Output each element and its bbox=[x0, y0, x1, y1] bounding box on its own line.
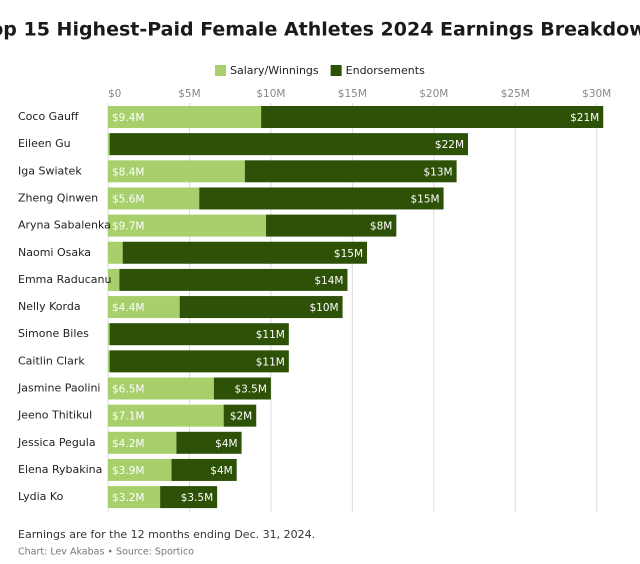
bar-segment bbox=[109, 350, 289, 373]
bar-segment bbox=[266, 214, 397, 237]
bar-segment bbox=[213, 377, 271, 400]
bar-segment bbox=[108, 296, 180, 319]
bar-segment bbox=[108, 458, 172, 481]
data-label: $5.6M bbox=[112, 193, 144, 205]
bar-segment bbox=[108, 133, 110, 156]
bar-segment bbox=[108, 431, 177, 454]
note: Earnings are for the 12 months ending De… bbox=[18, 528, 315, 541]
bar-segment bbox=[108, 323, 110, 346]
source: Chart: Lev Akabas • Source: Sportico bbox=[18, 547, 194, 558]
data-label: $15M bbox=[334, 248, 363, 260]
bar-segment bbox=[176, 431, 242, 454]
bar-segment bbox=[108, 350, 110, 373]
bar-segment bbox=[109, 323, 289, 346]
category-label: Lydia Ko bbox=[18, 490, 64, 503]
bar-segment bbox=[171, 458, 237, 481]
data-label: $8.4M bbox=[112, 166, 144, 178]
x-tick-label: $30M bbox=[582, 88, 611, 100]
bar-segment bbox=[119, 268, 348, 291]
bar-segment bbox=[160, 486, 218, 509]
data-label: $3.5M bbox=[234, 384, 266, 396]
bar-segment bbox=[223, 404, 257, 427]
x-tick-label: $20M bbox=[419, 88, 448, 100]
data-label: $21M bbox=[570, 112, 599, 124]
data-label: $3.2M bbox=[112, 492, 144, 504]
category-label: Zheng Qinwen bbox=[18, 191, 98, 204]
category-label: Eileen Gu bbox=[18, 137, 71, 150]
x-tick-label: $10M bbox=[256, 88, 285, 100]
category-label: Coco Gauff bbox=[18, 110, 79, 123]
chart-title: Top 15 Highest-Paid Female Athletes 2024… bbox=[0, 19, 640, 41]
legend-swatch bbox=[215, 65, 226, 76]
category-label: Aryna Sabalenka bbox=[18, 219, 111, 232]
data-label: $15M bbox=[410, 193, 439, 205]
data-label: $8M bbox=[370, 221, 392, 233]
data-label: $3.5M bbox=[181, 492, 213, 504]
category-label: Elena Rybakina bbox=[18, 463, 102, 476]
bar-segment bbox=[109, 133, 469, 156]
legend-label: Salary/Winnings bbox=[230, 64, 319, 77]
data-label: $4M bbox=[210, 465, 232, 477]
category-label: Caitlin Clark bbox=[18, 354, 85, 367]
bar-segment bbox=[179, 296, 343, 319]
bar-segment bbox=[108, 187, 200, 210]
bar-segment bbox=[108, 106, 262, 128]
bar-segment bbox=[108, 214, 267, 237]
category-label: Simone Biles bbox=[18, 327, 89, 340]
bar-segment bbox=[244, 160, 457, 183]
data-label: $14M bbox=[314, 275, 343, 287]
data-label: $7.1M bbox=[112, 411, 144, 423]
data-label: $22M bbox=[435, 139, 464, 151]
data-label: $9.4M bbox=[112, 112, 144, 124]
bar-segment bbox=[108, 268, 120, 291]
data-label: $2M bbox=[230, 411, 252, 423]
category-label: Emma Raducanu bbox=[18, 273, 111, 286]
category-label: Nelly Korda bbox=[18, 300, 81, 313]
x-tick-label: $25M bbox=[501, 88, 530, 100]
category-label: Naomi Osaka bbox=[18, 246, 91, 259]
data-label: $4M bbox=[215, 438, 237, 450]
bar-segment bbox=[108, 160, 245, 183]
data-label: $4.4M bbox=[112, 302, 144, 314]
data-label: $11M bbox=[256, 329, 285, 341]
data-label: $6.5M bbox=[112, 384, 144, 396]
legend-label: Endorsements bbox=[346, 64, 425, 77]
data-label: $4.2M bbox=[112, 438, 144, 450]
category-label: Jessica Pegula bbox=[17, 436, 96, 449]
x-tick-label: $15M bbox=[338, 88, 367, 100]
category-label: Jasmine Paolini bbox=[17, 382, 100, 395]
data-label: $13M bbox=[424, 166, 453, 178]
x-tick-label: $5M bbox=[178, 88, 200, 100]
bar-segment bbox=[108, 377, 214, 400]
data-label: $10M bbox=[309, 302, 338, 314]
category-label: Jeeno Thitikul bbox=[17, 409, 92, 422]
bars: $9.4M $21M $22M $8.4M $13M $5.6M $15M $9.7M $8M $… bbox=[108, 106, 604, 509]
bar-segment bbox=[261, 106, 604, 128]
category-label: Iga Swiatek bbox=[18, 164, 82, 177]
data-label: $3.9M bbox=[112, 465, 144, 477]
data-label: $9.7M bbox=[112, 221, 144, 233]
x-tick-label: $0 bbox=[108, 88, 121, 100]
legend-swatch bbox=[330, 65, 342, 76]
bar-segment bbox=[122, 241, 368, 264]
bar-segment bbox=[108, 486, 161, 509]
bar-segment bbox=[108, 241, 123, 264]
bar-segment bbox=[108, 404, 224, 427]
bar-segment bbox=[199, 187, 444, 210]
data-label: $11M bbox=[256, 356, 285, 368]
